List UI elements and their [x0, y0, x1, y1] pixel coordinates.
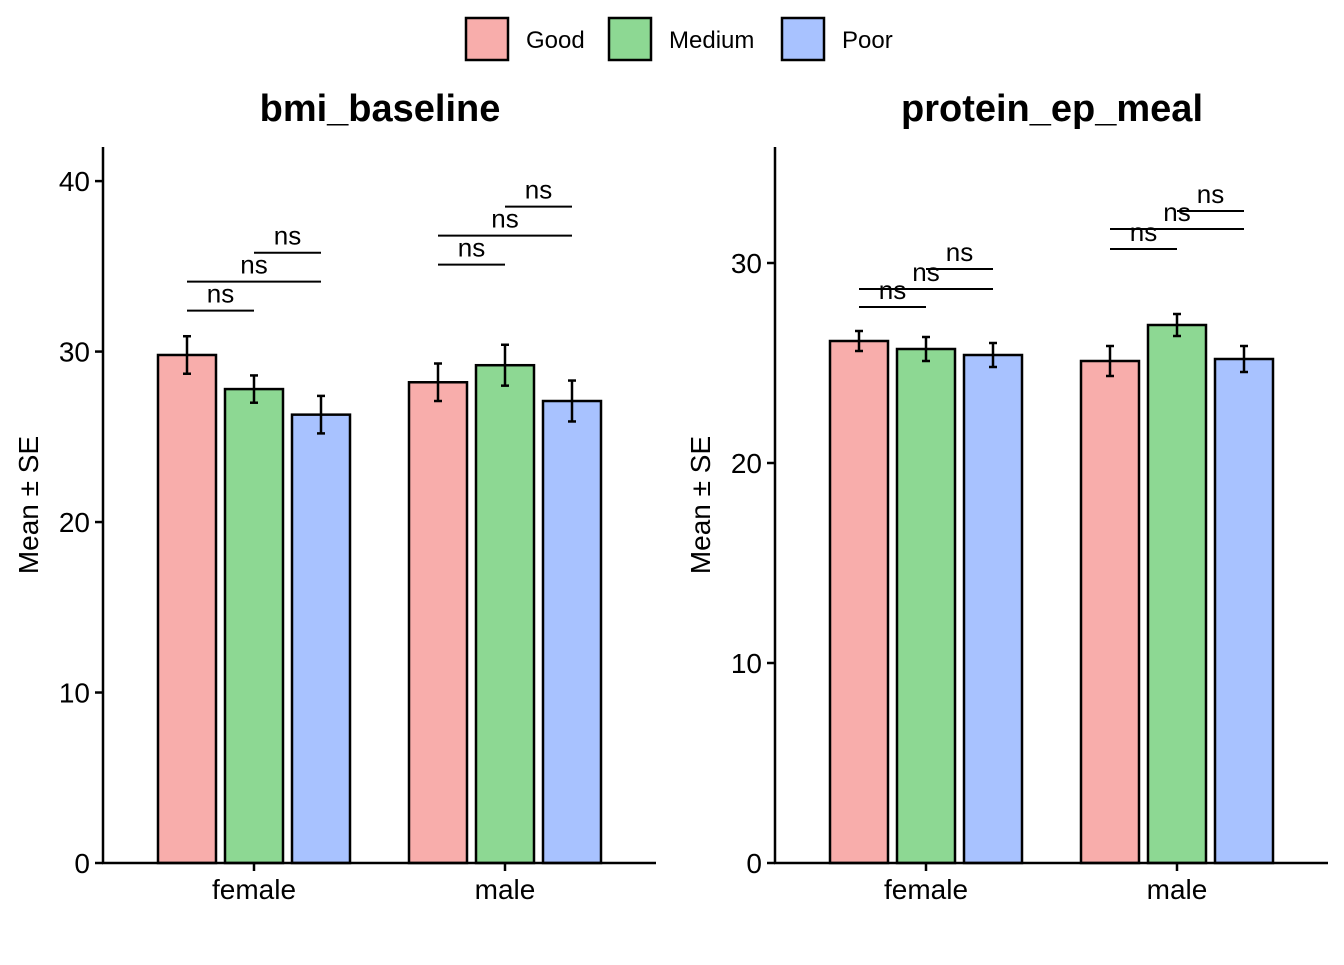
y-axis-title: Mean ± SE: [685, 436, 716, 574]
y-tick-label: 0: [746, 848, 762, 879]
x-tick-label-female: female: [212, 874, 296, 905]
x-tick-label-male: male: [1147, 874, 1208, 905]
y-axis-title: Mean ± SE: [13, 436, 44, 574]
bar-good-female: [828, 339, 890, 865]
significance-label: ns: [207, 279, 234, 309]
bar-medium-male: [474, 363, 536, 865]
significance-label: ns: [525, 175, 552, 205]
legend: Good Medium Poor: [464, 16, 893, 62]
legend-swatch-medium: [607, 16, 653, 62]
y-tick-label: 0: [74, 848, 90, 879]
bar-poor-female: [962, 353, 1024, 865]
bar-good-female: [156, 353, 218, 865]
y-tick-label: 30: [731, 248, 762, 279]
significance-label: ns: [912, 257, 939, 287]
panel-bmi-baseline: bmi_baseline Mean ± SE 0 10 20 30 40 female male…: [13, 88, 656, 905]
y-tick-label: 20: [731, 448, 762, 479]
panel-title: protein_ep_meal: [901, 88, 1203, 130]
bar-medium-female: [895, 347, 957, 865]
legend-label-good: Good: [526, 27, 585, 54]
bar-poor-male: [1213, 357, 1275, 865]
legend-swatch-good: [464, 16, 510, 62]
significance-label: ns: [491, 204, 518, 234]
panel-protein-ep-meal: protein_ep_meal Mean ± SE 0 10 20 30 female mal…: [685, 88, 1328, 905]
legend-swatch-poor: [780, 16, 826, 62]
bar-medium-male: [1146, 323, 1208, 865]
significance-label: ns: [274, 221, 301, 251]
significance-label: ns: [1197, 179, 1224, 209]
x-tick-label-male: male: [475, 874, 536, 905]
legend-label-medium: Medium: [669, 27, 754, 54]
y-tick-label: 10: [59, 678, 90, 709]
bar-poor-male: [541, 399, 603, 865]
panel-title: bmi_baseline: [260, 88, 501, 130]
x-tick-label-female: female: [884, 874, 968, 905]
y-tick-label: 20: [59, 507, 90, 538]
significance-label: ns: [1130, 217, 1157, 247]
significance-label: ns: [240, 250, 267, 280]
y-tick-label: 40: [59, 166, 90, 197]
y-tick-label: 30: [59, 337, 90, 368]
bar-medium-female: [223, 387, 285, 865]
bar-good-male: [1079, 359, 1141, 865]
legend-label-poor: Poor: [842, 27, 893, 54]
significance-label: ns: [946, 237, 973, 267]
significance-label: ns: [458, 233, 485, 263]
bar-poor-female: [290, 413, 352, 865]
y-tick-label: 10: [731, 648, 762, 679]
bar-good-male: [407, 381, 469, 865]
